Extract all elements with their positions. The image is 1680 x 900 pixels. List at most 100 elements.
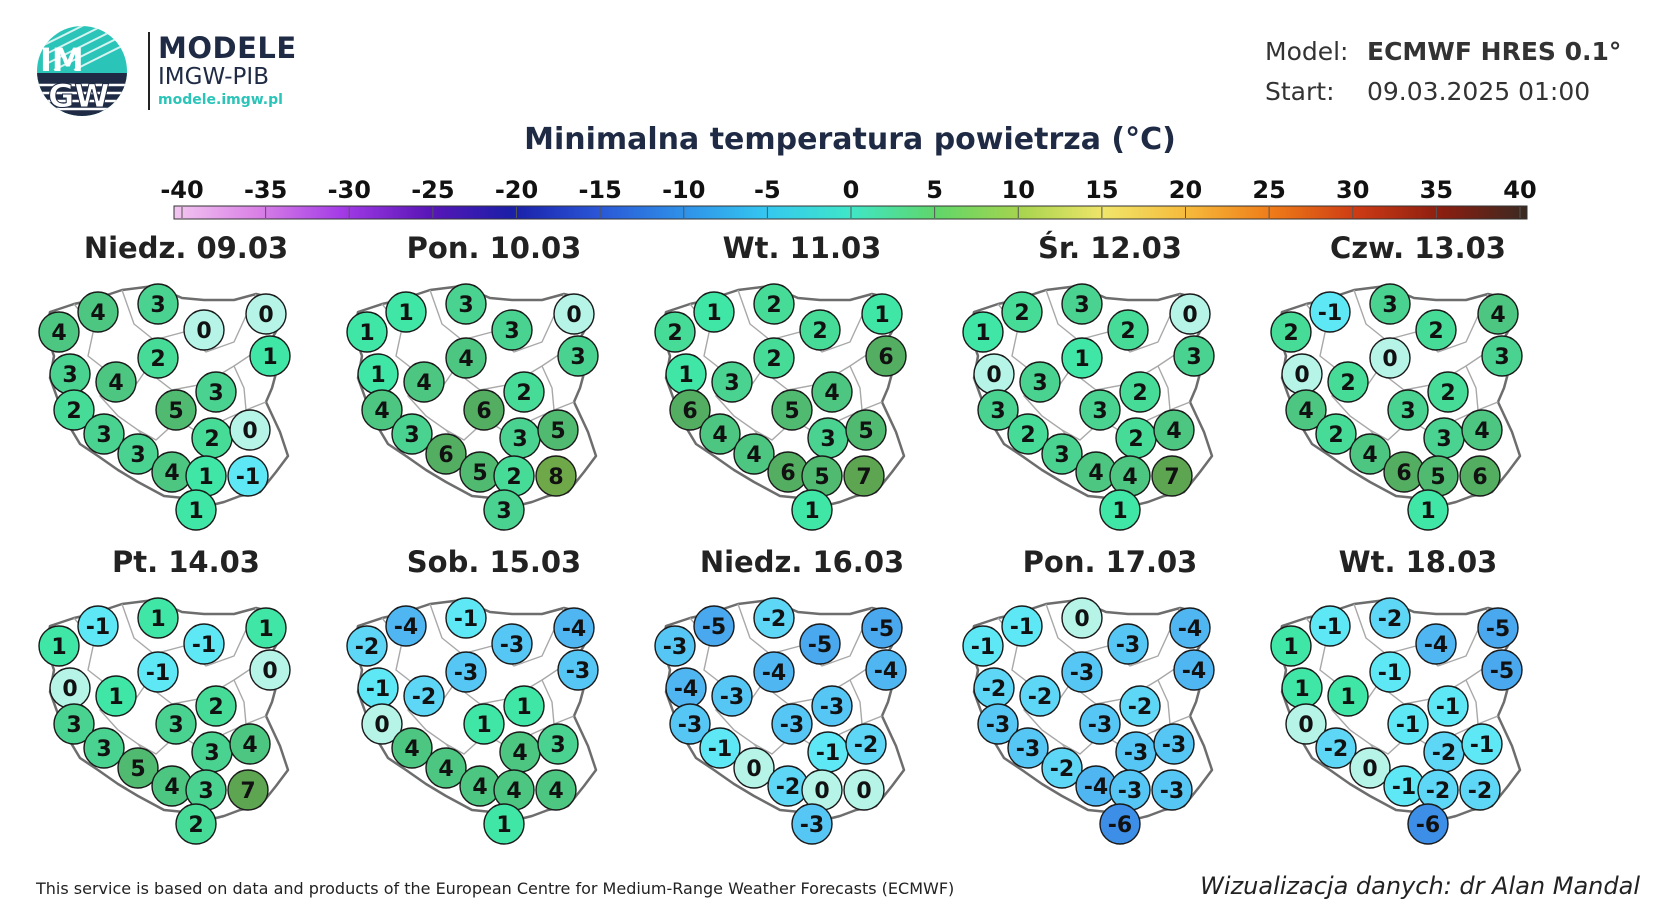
temperature-value: 0 (1382, 347, 1397, 372)
temperature-marker (227, 769, 269, 811)
temperature-value: 0 (1182, 303, 1197, 328)
temperature-marker (229, 409, 271, 451)
temperature-value: 3 (724, 371, 739, 396)
temperature-value: 0 (1294, 363, 1309, 388)
temperature-value: 3 (512, 427, 527, 452)
temperature-value: 3 (550, 733, 565, 758)
brand-title: MODELE (158, 31, 297, 65)
temperature-value: 3 (66, 713, 81, 738)
region-border (233, 679, 247, 725)
temperature-marker (1461, 723, 1503, 765)
temperature-value: 3 (496, 499, 511, 524)
temperature-value: 0 (1074, 607, 1089, 632)
temperature-marker (155, 389, 197, 431)
region-border (849, 679, 863, 725)
temperature-marker (1061, 283, 1103, 325)
temperature-value: 0 (62, 677, 77, 702)
temperature-marker (1387, 703, 1429, 745)
temperature-marker (53, 389, 95, 431)
temperature-marker (557, 335, 599, 377)
temperature-value: 3 (130, 443, 145, 468)
scale-tick-label: -20 (495, 176, 538, 204)
temperature-value: 8 (548, 465, 563, 490)
temperature-marker (1079, 389, 1121, 431)
temperature-marker (1270, 311, 1312, 353)
temperature-marker (1061, 597, 1103, 639)
temperature-value: 2 (1014, 301, 1029, 326)
temperature-marker (843, 455, 885, 497)
brand-separator (148, 32, 150, 110)
temperature-value: 4 (1298, 399, 1313, 424)
temperature-value: -2 (1028, 685, 1052, 710)
temperature-value: -1 (1318, 301, 1342, 326)
scale-tick-label: 40 (1503, 176, 1536, 204)
temperature-value: 1 (496, 813, 511, 838)
scale-tick-label: -25 (411, 176, 454, 204)
scale-tick-label: -30 (328, 176, 371, 204)
temperature-value: -3 (1162, 733, 1186, 758)
temperature-value: 4 (416, 371, 431, 396)
footer-author: Wizualizacja danych: dr Alan Mandal (1200, 872, 1640, 900)
panel-date-label: Pt. 14.03 (112, 545, 260, 579)
temperature-value: -3 (1116, 633, 1140, 658)
temperature-marker (385, 605, 427, 647)
panel-date-label: Pon. 10.03 (407, 231, 582, 265)
temperature-value: -2 (1468, 779, 1492, 804)
temperature-value: 2 (208, 695, 223, 720)
temperature-marker (753, 597, 795, 639)
forecast-panel: Wt. 18.03 1 -1 -2 -4 -5 -5 1 1 -1 -1 -1 0 -2 -2 -1 0 -1 -2… (1270, 545, 1523, 845)
temperature-marker (491, 623, 533, 665)
temperature-marker (1099, 803, 1141, 845)
temperature-value: -5 (1490, 659, 1514, 684)
temperature-value: 7 (1164, 465, 1179, 490)
brand-url[interactable]: modele.imgw.pl (158, 92, 283, 108)
temperature-value: 0 (856, 779, 871, 804)
temperature-value: 5 (472, 461, 487, 486)
temperature-value: 1 (51, 635, 66, 660)
temperature-value: 2 (150, 347, 165, 372)
temperature-marker (1119, 685, 1161, 727)
temperature-value: 4 (1122, 465, 1137, 490)
temperature-marker (445, 337, 487, 379)
panel-date-label: Sob. 15.03 (407, 545, 581, 579)
temperature-marker (843, 769, 885, 811)
temperature-marker (1153, 409, 1195, 451)
temperature-marker (53, 703, 95, 745)
temperature-value: 4 (512, 741, 527, 766)
temperature-marker (1061, 337, 1103, 379)
temperature-value: 6 (878, 345, 893, 370)
temperature-marker (845, 409, 887, 451)
temperature-marker (654, 311, 696, 353)
temperature-value: 4 (1490, 303, 1505, 328)
temperature-value: 1 (108, 685, 123, 710)
temperature-marker (1119, 371, 1161, 413)
scale-tick-label: 35 (1420, 176, 1453, 204)
temperature-marker (1327, 675, 1369, 717)
temperature-marker (669, 389, 711, 431)
temperature-value: -4 (1424, 633, 1448, 658)
temperature-value: 3 (990, 399, 1005, 424)
brand-block: MODELE IMGW-PIB modele.imgw.pl (148, 31, 297, 110)
region-border (1465, 679, 1479, 725)
temperature-value: 1 (975, 321, 990, 346)
temperature-marker (1427, 371, 1469, 413)
temperature-value: -1 (1010, 615, 1034, 640)
temperature-marker (861, 607, 903, 649)
temperature-value: 2 (1428, 319, 1443, 344)
temperature-value: 1 (1112, 499, 1127, 524)
temperature-value: 3 (96, 737, 111, 762)
chart-title: Minimalna temperatura powietrza (°C) (524, 122, 1176, 157)
temperature-marker (1107, 623, 1149, 665)
temperature-marker (977, 703, 1019, 745)
scale-tick-label: -10 (662, 176, 705, 204)
scale-tick-label: -15 (578, 176, 621, 204)
temperature-value: 1 (678, 363, 693, 388)
temperature-value: 3 (208, 381, 223, 406)
temperature-marker (1349, 433, 1391, 475)
temperature-value: -1 (146, 661, 170, 686)
scale-tick-label: 20 (1169, 176, 1202, 204)
forecast-panel: Niedz. 16.03-3-5 -2-5-5-4-4 -3-4-3-3-3-1 -1… (654, 545, 907, 845)
